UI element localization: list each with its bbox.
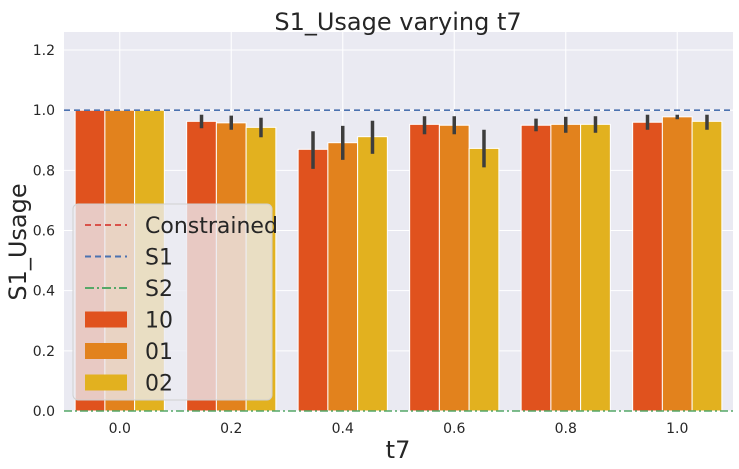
y-tick-label: 0.2	[33, 344, 55, 360]
x-tick-label: 0.0	[109, 421, 131, 437]
legend-label: Constrained	[145, 214, 278, 239]
legend-swatch-01	[85, 343, 127, 359]
reference-lines	[64, 109, 733, 412]
legend-label: S2	[145, 277, 173, 302]
legend-label: S1	[145, 246, 173, 271]
y-tick-labels: 0.0 0.2 0.4 0.6 0.8 1.0 1.2	[33, 43, 55, 420]
legend-label: 02	[145, 372, 173, 397]
bar-10-0.6	[409, 123, 440, 412]
bar-02-0.4	[357, 136, 388, 412]
y-axis-label: S1_Usage	[4, 183, 32, 300]
y-tick-label: 0.6	[33, 224, 55, 240]
error-bars	[199, 114, 709, 169]
x-tick-label: 0.2	[220, 421, 242, 437]
y-tick-label: 1.2	[33, 43, 55, 59]
bar-01-0.4	[327, 142, 359, 412]
bar-10-1.0	[632, 121, 663, 412]
y-tick-label: 0.0	[33, 404, 55, 420]
x-tick-label: 0.4	[332, 421, 354, 437]
y-tick-label: 0.8	[33, 163, 55, 179]
x-axis-label: t7	[386, 436, 411, 464]
y-tick-label: 0.4	[33, 284, 55, 300]
bar-10-0.4	[297, 148, 329, 412]
legend-swatch-10	[85, 311, 127, 328]
legend-label: 10	[145, 309, 173, 334]
legend: Constrained S1 S2 10 01 02	[72, 203, 278, 401]
bar-02-1.0	[691, 120, 723, 412]
chart-title: S1_Usage varying t7	[274, 8, 521, 36]
bar-01-0.8	[550, 123, 582, 412]
x-tick-label: 0.6	[443, 421, 465, 437]
bar-01-0.6	[438, 124, 470, 412]
legend-label: 01	[145, 340, 173, 365]
bar-01-1.0	[661, 116, 693, 412]
y-tick-label: 1.0	[33, 103, 55, 119]
x-tick-labels: 0.0 0.2 0.4 0.6 0.8 1.0	[109, 421, 689, 437]
legend-swatch-02	[85, 374, 127, 391]
bar-02-0.8	[580, 123, 611, 412]
x-tick-label: 0.8	[555, 421, 577, 437]
bar-02-0.6	[468, 147, 500, 412]
x-tick-label: 1.0	[666, 421, 688, 437]
bar-10-0.8	[520, 124, 552, 412]
